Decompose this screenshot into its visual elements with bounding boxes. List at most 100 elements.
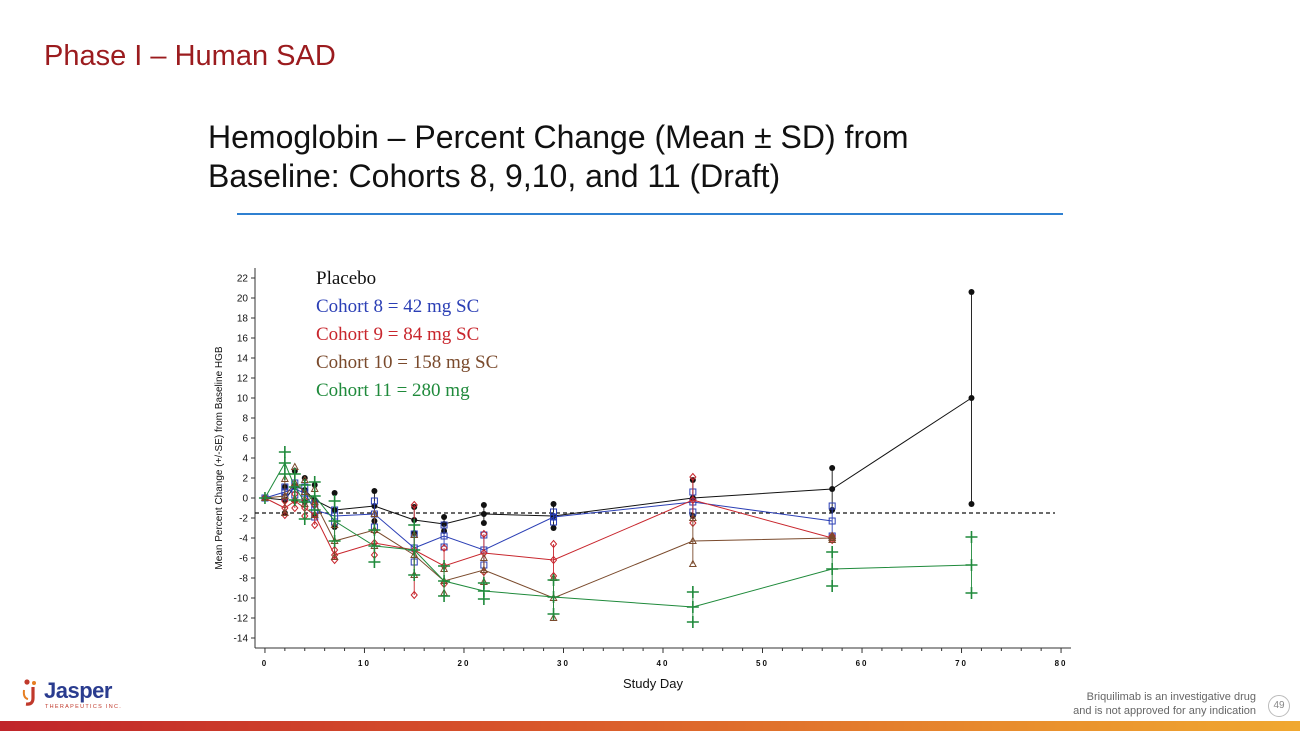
error-cap-lower: [547, 608, 560, 620]
legend-entry: Cohort 9 = 84 mg SC: [316, 324, 479, 345]
error-cap-upper: [480, 502, 487, 508]
data-point: [550, 513, 558, 521]
x-tick-label: 50: [756, 659, 769, 668]
error-cap-upper: [440, 543, 448, 553]
data-point: [288, 481, 301, 493]
y-tick-label: 22: [237, 274, 249, 285]
y-tick-label: -2: [239, 514, 248, 525]
x-tick-label: 70: [955, 659, 968, 668]
data-point: [480, 548, 488, 558]
data-point: [440, 532, 448, 540]
chart-heading-line1: Hemoglobin – Percent Change (Mean ± SD) …: [208, 119, 909, 155]
y-tick-label: -14: [234, 634, 249, 645]
error-cap-upper: [298, 479, 311, 491]
footnote: Briquilimab is an investigative drug and…: [996, 690, 1256, 718]
data-point: [965, 559, 978, 571]
y-tick-label: 20: [237, 294, 249, 305]
error-cap-lower: [280, 508, 289, 516]
error-cap-lower: [368, 556, 381, 568]
error-cap-lower: [549, 613, 558, 621]
error-cap-lower: [968, 501, 975, 507]
series-line: [264, 488, 833, 551]
error-cap-upper: [331, 490, 338, 496]
error-cap-lower: [826, 580, 839, 592]
y-tick-label: -10: [234, 594, 249, 605]
legend-entry: Cohort 10 = 158 mg SC: [316, 352, 498, 373]
error-cap-lower: [550, 518, 558, 526]
footnote-line2: and is not approved for any indication: [1073, 705, 1256, 717]
error-cap-lower: [550, 525, 557, 531]
data-point: [477, 585, 490, 597]
data-point: [311, 510, 319, 520]
error-cap-upper: [438, 560, 451, 572]
data-point: [547, 591, 560, 603]
data-point: [308, 490, 321, 502]
data-point: [479, 565, 488, 573]
error-cap-upper: [278, 446, 291, 458]
error-cap-lower: [686, 616, 699, 628]
data-point: [549, 555, 558, 565]
error-cap-lower: [330, 555, 339, 565]
y-tick-label: 18: [237, 314, 249, 325]
error-cap-upper: [550, 501, 557, 507]
data-point: [689, 495, 697, 505]
y-tick-label: 16: [237, 334, 249, 345]
data-point: [298, 496, 311, 508]
data-point: [330, 550, 339, 560]
error-cap-lower: [310, 510, 319, 518]
error-cap-lower: [298, 513, 311, 525]
y-tick-label: 2: [242, 474, 248, 485]
error-cap-upper: [410, 500, 418, 510]
error-cap-upper: [826, 546, 839, 558]
error-cap-upper: [370, 509, 379, 517]
footnote-line1: Briquilimab is an investigative drug: [1086, 691, 1256, 703]
x-tick-label: 10: [358, 659, 371, 668]
slide-title: Phase I – Human SAD: [44, 40, 336, 72]
error-cap-upper: [686, 586, 699, 598]
y-tick-label: 0: [242, 494, 248, 505]
error-cap-upper: [368, 524, 381, 536]
y-tick-label: 6: [242, 434, 248, 445]
legend-entry: Cohort 8 = 42 mg SC: [316, 296, 479, 317]
error-cap-lower: [311, 520, 319, 530]
x-tick-label: 40: [657, 659, 670, 668]
error-cap-upper: [480, 529, 488, 539]
logo-name: Jasper: [44, 678, 112, 703]
error-cap-upper: [829, 465, 836, 471]
y-tick-label: 8: [242, 414, 248, 425]
error-cap-upper: [479, 553, 488, 561]
error-cap-lower: [688, 559, 697, 567]
data-point: [826, 563, 839, 575]
error-cap-upper: [968, 289, 975, 295]
data-point: [438, 575, 451, 587]
series-1: [264, 483, 833, 565]
data-point: [280, 491, 289, 499]
data-point: [328, 515, 341, 527]
jasper-logo-icon: [22, 679, 36, 706]
error-cap-lower: [828, 535, 837, 543]
series-line: [264, 461, 972, 608]
error-cap-upper: [280, 474, 289, 482]
error-cap-lower: [308, 504, 321, 516]
error-cap-lower: [965, 587, 978, 599]
x-axis-label: Study Day: [623, 676, 683, 691]
error-cap-upper: [689, 472, 697, 482]
series-line: [264, 397, 972, 525]
data-point: [368, 540, 381, 552]
data-point: [968, 395, 975, 401]
error-cap-upper: [547, 574, 560, 586]
x-tick-label: 80: [1055, 659, 1068, 668]
error-cap-upper: [965, 531, 978, 543]
bottom-gradient-bar: [0, 721, 1300, 731]
x-tick-label: 60: [856, 659, 869, 668]
error-cap-lower: [410, 590, 418, 600]
error-cap-upper: [371, 488, 378, 494]
error-cap-lower: [288, 494, 301, 506]
data-point: [828, 517, 836, 525]
legend-entry: Placebo: [316, 268, 376, 289]
y-tick-label: 10: [237, 394, 249, 405]
data-point: [686, 601, 699, 613]
error-cap-lower: [330, 552, 339, 560]
y-tick-label: 12: [237, 374, 249, 385]
y-tick-label: -4: [239, 534, 248, 545]
